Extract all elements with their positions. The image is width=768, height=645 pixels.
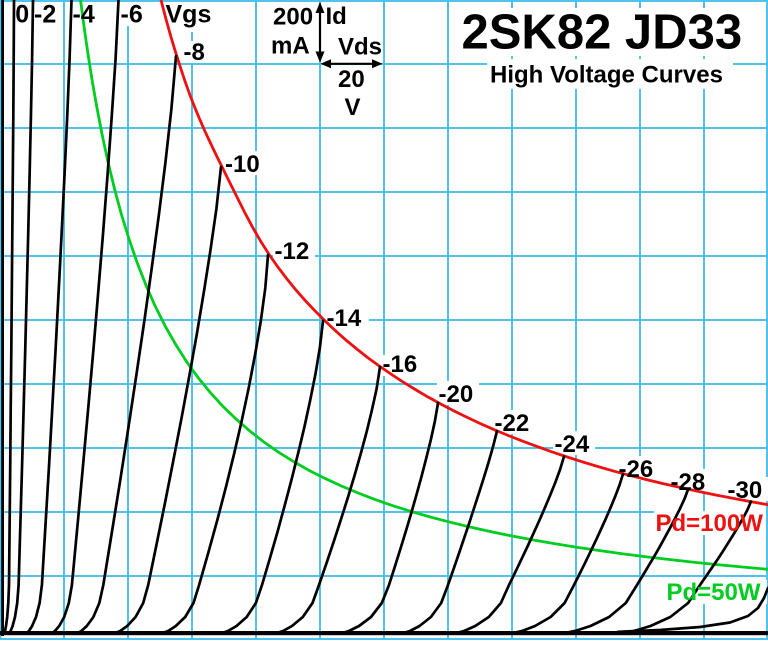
svg-text:-8: -8 bbox=[184, 39, 205, 66]
svg-text:2SK82 JD33: 2SK82 JD33 bbox=[462, 6, 743, 60]
svg-text:-20: -20 bbox=[439, 381, 474, 408]
svg-text:-10: -10 bbox=[225, 151, 260, 178]
svg-text:200: 200 bbox=[273, 4, 313, 31]
svg-text:-14: -14 bbox=[327, 305, 362, 332]
svg-text:-2: -2 bbox=[34, 1, 56, 29]
svg-text:V: V bbox=[345, 94, 361, 121]
svg-text:-16: -16 bbox=[383, 351, 418, 378]
svg-text:Vgs: Vgs bbox=[166, 1, 212, 29]
svg-text:-26: -26 bbox=[619, 456, 654, 483]
svg-text:Vds: Vds bbox=[338, 34, 382, 61]
svg-text:-4: -4 bbox=[73, 1, 95, 29]
svg-text:High Voltage Curves: High Voltage Curves bbox=[490, 62, 723, 89]
svg-text:-24: -24 bbox=[555, 431, 590, 458]
svg-text:Pd=100W: Pd=100W bbox=[656, 510, 764, 537]
svg-text:-28: -28 bbox=[671, 469, 706, 496]
svg-text:0: 0 bbox=[15, 1, 29, 29]
svg-text:-30: -30 bbox=[728, 477, 763, 504]
svg-text:20: 20 bbox=[338, 66, 365, 93]
svg-text:Id: Id bbox=[326, 3, 347, 30]
svg-text:-22: -22 bbox=[495, 410, 530, 437]
svg-text:-12: -12 bbox=[275, 238, 310, 265]
svg-text:mA: mA bbox=[271, 33, 310, 60]
svg-text:Pd=50W: Pd=50W bbox=[667, 579, 761, 606]
svg-text:-6: -6 bbox=[121, 1, 143, 29]
